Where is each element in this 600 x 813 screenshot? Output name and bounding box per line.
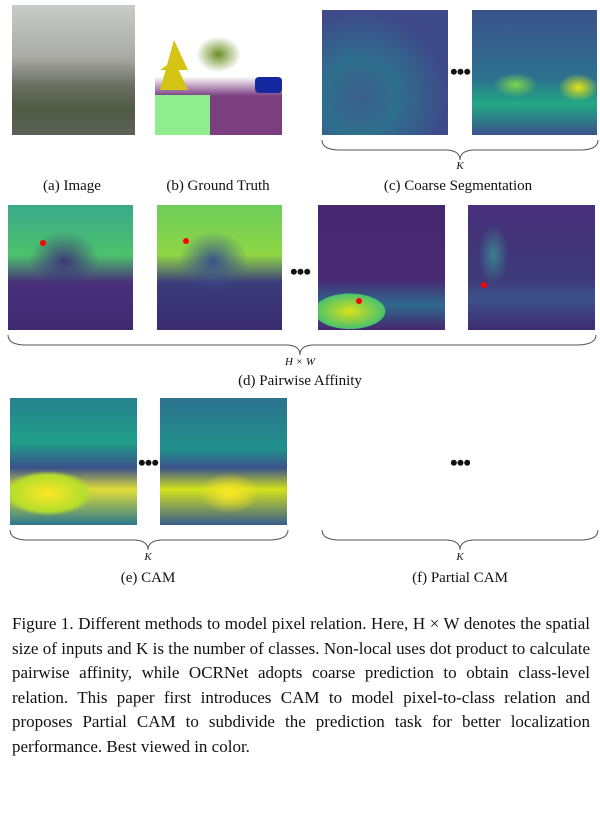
query-point: [40, 240, 46, 246]
query-point: [356, 298, 362, 304]
brace-label-e: K: [144, 551, 152, 563]
brace-c: [321, 139, 599, 161]
figure-caption: Figure 1. Different methods to model pix…: [12, 614, 590, 756]
ellipsis: •••: [449, 59, 471, 84]
pairwise-affinity-map-3: [318, 205, 445, 330]
panel-label-e: (e) CAM: [120, 570, 176, 586]
brace-e: [9, 529, 289, 551]
pairwise-affinity-map-1: [8, 205, 133, 330]
coarse-segmentation-map-1: [322, 10, 448, 135]
partial-cam-map-1: [322, 398, 450, 525]
input-image: [12, 5, 135, 135]
brace-label-c: K: [456, 160, 464, 172]
panel-label-b: (b) Ground Truth: [166, 178, 270, 194]
panel-label-a: (a) Image: [43, 178, 101, 194]
cam-map-1: [10, 398, 137, 525]
brace-label-f: K: [456, 551, 464, 563]
query-point: [481, 282, 487, 288]
ellipsis: •••: [449, 450, 471, 475]
coarse-segmentation-map-k: [472, 10, 597, 135]
ground-truth-image: [155, 5, 282, 135]
ellipsis: •••: [137, 450, 159, 475]
pairwise-affinity-map-hw: [468, 205, 595, 330]
ellipsis: •••: [289, 259, 311, 284]
brace-d: [7, 334, 597, 356]
partial-cam-map-k: [470, 398, 598, 525]
brace-label-d: H × W: [284, 356, 316, 368]
brace-f: [321, 529, 599, 551]
pairwise-affinity-map-2: [157, 205, 282, 330]
panel-label-f: (f) Partial CAM: [412, 570, 508, 586]
cam-map-k: [160, 398, 287, 525]
panel-label-d: (d) Pairwise Affinity: [238, 373, 362, 389]
panel-label-c: (c) Coarse Segmentation: [383, 178, 533, 194]
query-point: [183, 238, 189, 244]
